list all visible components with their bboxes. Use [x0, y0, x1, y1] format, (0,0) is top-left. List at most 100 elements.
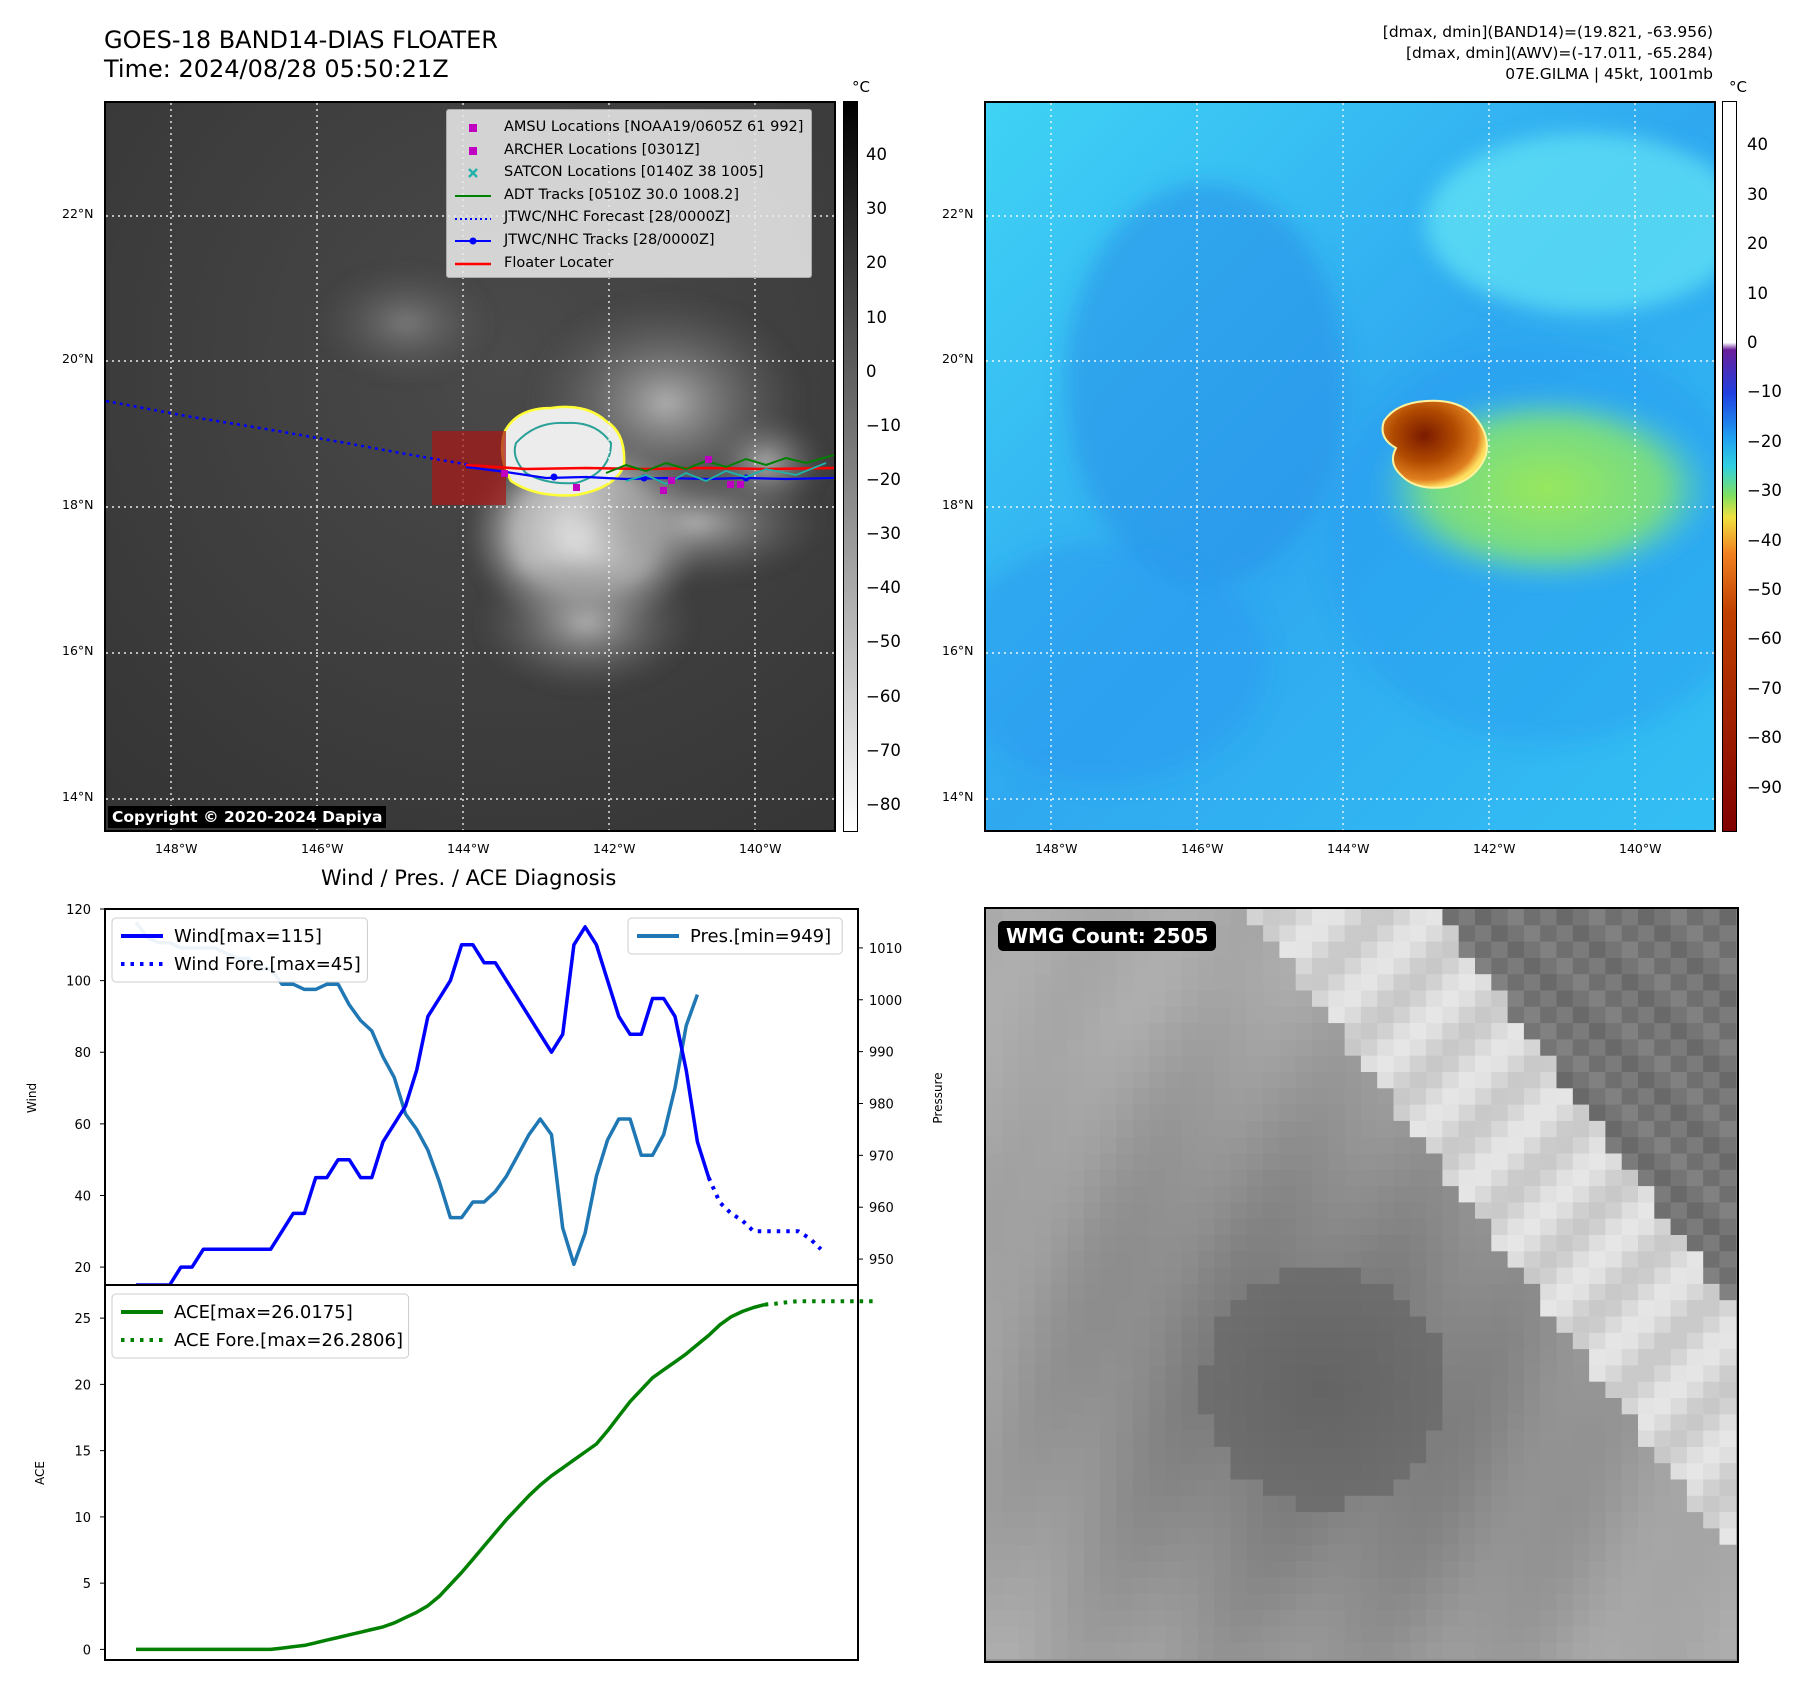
- colorbar-bt-unit: °C: [852, 78, 870, 96]
- colorbar-bt-tick: −50: [866, 632, 901, 652]
- solid-line-icon: [455, 256, 491, 270]
- colorbar-bt-tick: 40: [866, 145, 887, 165]
- forecast-track: [106, 399, 477, 468]
- pressure-ytick-label: 990: [869, 1046, 894, 1061]
- colorbar-awv-tick: 40: [1747, 135, 1768, 155]
- colorbar-awv-tick: −50: [1747, 579, 1782, 599]
- lon-tick-label: 146°W: [301, 841, 344, 856]
- colorbar-awv-tick: −60: [1747, 629, 1782, 649]
- copyright-label: Copyright © 2020-2024 Dapiya: [108, 806, 387, 828]
- lat-tick-label: 14°N: [942, 789, 974, 804]
- colorbar-awv-tick: −40: [1747, 530, 1782, 550]
- colorbar-awv-unit: °C: [1729, 78, 1747, 96]
- legend-item-tracks: JTWC/NHC Tracks [28/0000Z]: [455, 229, 803, 252]
- colorbar-awv-tick: −70: [1747, 678, 1782, 698]
- colorbar-bt-tick: 10: [866, 307, 887, 327]
- lat-tick-label: 16°N: [942, 643, 974, 658]
- colorbar-bt-tick: 20: [866, 253, 887, 273]
- meta-awv: [dmax, dmin](AWV)=(-17.011, -65.284): [1406, 44, 1713, 62]
- awv-map-panel: [984, 101, 1716, 832]
- ace-ytick-label: 20: [74, 1378, 91, 1393]
- lon-tick-label: 144°W: [447, 841, 490, 856]
- lon-tick-label: 140°W: [739, 841, 782, 856]
- legend-label: ACE[max=26.0175]: [174, 1302, 353, 1323]
- lon-tick-label: 142°W: [593, 841, 636, 856]
- ir-map-panel: AMSU Locations [NOAA19/0605Z 61 992] ARC…: [104, 101, 836, 832]
- lon-tick-label: 140°W: [1619, 841, 1662, 856]
- legend-label: Wind Fore.[max=45]: [174, 954, 361, 975]
- lon-tick-label: 146°W: [1181, 841, 1224, 856]
- pressure-ytick-label: 1000: [869, 994, 902, 1009]
- map-legend: AMSU Locations [NOAA19/0605Z 61 992] ARC…: [446, 109, 813, 279]
- figure-title: GOES-18 BAND14-DIAS FLOATER: [104, 26, 498, 54]
- awv-map-image: [986, 103, 1714, 830]
- meta-band14: [dmax, dmin](BAND14)=(19.821, -63.956): [1382, 23, 1713, 41]
- wind-ytick-label: 40: [74, 1189, 91, 1204]
- legend-item-floater: Floater Locater: [455, 252, 803, 275]
- colorbar-bt-tick: −70: [866, 740, 901, 760]
- wind-ytick-label: 80: [74, 1046, 91, 1061]
- ace-ytick-label: 10: [74, 1511, 91, 1526]
- pressure-ytick-label: 970: [869, 1149, 894, 1164]
- colorbar-bt-tick: −80: [866, 794, 901, 814]
- colorbar-awv-tick: 0: [1747, 333, 1758, 353]
- lat-tick-label: 20°N: [62, 351, 94, 366]
- legend-label: Wind[max=115]: [174, 926, 322, 947]
- adt-track: [605, 454, 834, 474]
- legend-item-archer: ARCHER Locations [0301Z]: [455, 139, 803, 162]
- colorbar-bt-tick: −10: [866, 415, 901, 435]
- colorbar-awv-tick: −10: [1747, 382, 1782, 402]
- pressure-ytick-label: 1010: [869, 942, 902, 957]
- legend-item-satcon: SATCON Locations [0140Z 38 1005]: [455, 161, 803, 184]
- wind-legend: [111, 917, 368, 983]
- figure-time: Time: 2024/08/28 05:50:21Z: [104, 55, 449, 83]
- wmg-count-label: WMG Count: 2505: [998, 921, 1217, 951]
- lat-tick-label: 18°N: [942, 497, 974, 512]
- ace-ytick-label: 15: [74, 1445, 91, 1460]
- lat-tick-label: 22°N: [942, 206, 974, 221]
- line-dot-icon: [455, 233, 491, 247]
- ace-legend: [111, 1293, 410, 1359]
- pressure-axis-label: Pressure: [931, 1072, 945, 1123]
- colorbar-bt-tick: −30: [866, 524, 901, 544]
- ace-axis-label: ACE: [33, 1461, 47, 1485]
- legend-item-forecast: JTWC/NHC Forecast [28/0000Z]: [455, 206, 803, 229]
- pressure-legend: [627, 917, 843, 955]
- x-marker-icon: [455, 165, 491, 179]
- ace-line: [136, 1302, 766, 1652]
- colorbar-bt-tick: −40: [866, 578, 901, 598]
- wmg-image: [986, 909, 1737, 1660]
- colorbar-bt-tick: −20: [866, 470, 901, 490]
- colorbar-awv-tick: 30: [1747, 184, 1768, 204]
- lat-tick-label: 20°N: [942, 351, 974, 366]
- colorbar-awv-tick: −30: [1747, 481, 1782, 501]
- wind-ytick-label: 60: [74, 1118, 91, 1133]
- lon-tick-label: 142°W: [1473, 841, 1516, 856]
- colorbar-bt-tick: −60: [866, 686, 901, 706]
- colorbar-bt-tick: 0: [866, 361, 877, 381]
- lat-tick-label: 14°N: [62, 789, 94, 804]
- legend-label: ACE Fore.[max=26.2806]: [174, 1330, 403, 1351]
- pressure-ytick-label: 960: [869, 1201, 894, 1216]
- colorbar-awv-tick: 20: [1747, 234, 1768, 254]
- lon-tick-label: 148°W: [1035, 841, 1078, 856]
- lon-tick-label: 144°W: [1327, 841, 1370, 856]
- colorbar-awv-tick: −20: [1747, 431, 1782, 451]
- wind-axis-label: Wind: [25, 1083, 39, 1113]
- legend-item-adt: ADT Tracks [0510Z 30.0 1008.2]: [455, 184, 803, 207]
- lat-tick-label: 22°N: [62, 206, 94, 221]
- square-marker-icon: [455, 120, 491, 134]
- wind-line: [136, 925, 711, 1287]
- wind-ytick-label: 120: [66, 903, 91, 918]
- wind-ytick-label: 100: [66, 975, 91, 990]
- legend-item-amsu: AMSU Locations [NOAA19/0605Z 61 992]: [455, 116, 803, 139]
- meta-storm: 07E.GILMA | 45kt, 1001mb: [1505, 65, 1713, 83]
- colorbar-awv: [1722, 101, 1737, 832]
- lat-tick-label: 16°N: [62, 643, 94, 658]
- pressure-ytick-label: 980: [869, 1097, 894, 1112]
- wind-ytick-label: 20: [74, 1261, 91, 1276]
- colorbar-awv-tick: −80: [1747, 728, 1782, 748]
- ace-ytick-label: 5: [83, 1577, 91, 1592]
- colorbar-bt: [843, 101, 858, 832]
- ace-ytick-label: 25: [74, 1312, 91, 1327]
